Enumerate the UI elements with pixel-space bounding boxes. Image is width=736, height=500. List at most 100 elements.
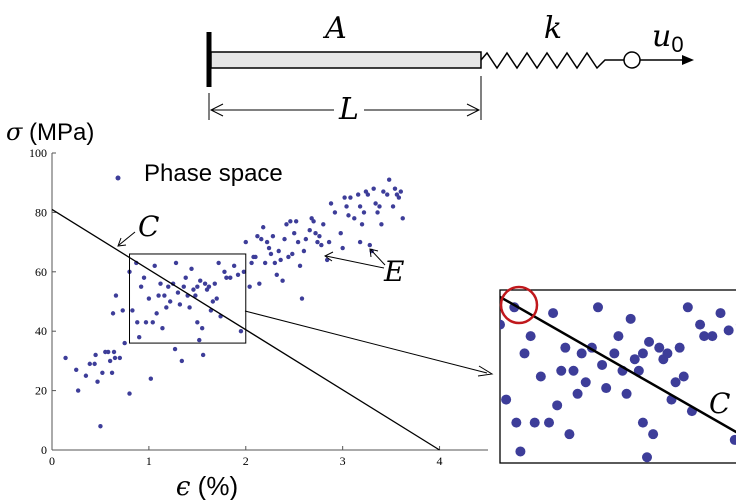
data-point bbox=[164, 305, 169, 310]
inset-data-point bbox=[609, 348, 620, 359]
data-point bbox=[166, 284, 171, 289]
data-point bbox=[83, 373, 89, 378]
inset-data-point bbox=[556, 365, 567, 376]
data-point bbox=[241, 269, 247, 274]
y-axis-label: σ (MPa) bbox=[6, 118, 94, 146]
inset-points bbox=[500, 302, 736, 463]
data-point bbox=[224, 275, 229, 280]
data-point bbox=[301, 248, 307, 254]
data-point bbox=[313, 230, 318, 236]
elastic-bar bbox=[210, 51, 482, 69]
data-point bbox=[160, 326, 165, 331]
data-point bbox=[100, 370, 105, 375]
data-point bbox=[274, 272, 279, 277]
data-point bbox=[120, 308, 125, 313]
data-point bbox=[340, 245, 345, 251]
inset-constraint-label: C bbox=[709, 387, 730, 420]
data-point bbox=[154, 311, 159, 316]
x-tick-label: 0 bbox=[49, 454, 55, 468]
data-point bbox=[377, 204, 382, 209]
inset-data-point bbox=[535, 371, 546, 382]
data-point bbox=[338, 230, 343, 236]
data-point bbox=[222, 269, 227, 274]
area-label: A bbox=[322, 11, 347, 46]
data-point bbox=[332, 210, 338, 215]
data-point bbox=[280, 278, 285, 283]
data-point bbox=[193, 293, 198, 298]
data-point bbox=[183, 275, 188, 280]
data-point bbox=[319, 242, 324, 248]
length-label-background bbox=[334, 96, 364, 124]
data-point bbox=[290, 251, 295, 257]
data-point bbox=[122, 340, 127, 346]
data-point bbox=[87, 361, 92, 367]
data-point bbox=[210, 299, 216, 304]
data-point bbox=[259, 236, 264, 242]
data-point bbox=[272, 260, 278, 266]
data-point bbox=[195, 284, 200, 289]
inset-data-point bbox=[642, 452, 652, 463]
data-point bbox=[293, 219, 299, 224]
data-point bbox=[317, 233, 322, 239]
data-point bbox=[138, 284, 144, 289]
inset-data-point bbox=[572, 388, 583, 399]
data-point bbox=[352, 216, 357, 221]
e-pointer-line-1 bbox=[325, 255, 385, 269]
inset-data-point bbox=[500, 319, 505, 330]
inset-data-point bbox=[678, 371, 689, 382]
data-point bbox=[357, 239, 363, 245]
data-point bbox=[235, 272, 241, 277]
stiffness-label: k bbox=[544, 11, 562, 46]
inset-data-point bbox=[682, 302, 693, 313]
data-point bbox=[315, 239, 320, 245]
data-point bbox=[228, 275, 233, 280]
displacement-arrowhead-icon bbox=[682, 55, 694, 65]
inset-data-point bbox=[560, 342, 571, 353]
zoom-window-rect bbox=[129, 253, 247, 344]
x-tick-label: 3 bbox=[340, 454, 346, 468]
data-point bbox=[112, 355, 118, 361]
x-tick-label: 1 bbox=[146, 454, 152, 468]
inset-data-point bbox=[511, 417, 522, 428]
inset-data-point bbox=[613, 331, 624, 342]
displacement-subscript: 0 bbox=[671, 32, 683, 57]
data-point bbox=[243, 239, 248, 245]
length-arrow-left-icon bbox=[209, 103, 224, 117]
y-tick-label: 40 bbox=[35, 324, 47, 338]
inset-data-point bbox=[625, 313, 636, 324]
data-point bbox=[75, 388, 81, 393]
data-point bbox=[264, 239, 270, 245]
inset-data-point bbox=[621, 388, 632, 399]
length-label: L bbox=[338, 92, 359, 127]
data-point bbox=[168, 299, 173, 304]
legend-marker bbox=[115, 175, 121, 181]
data-point bbox=[212, 281, 217, 286]
inset-data-point bbox=[729, 434, 736, 445]
data-point bbox=[328, 201, 334, 206]
data-point bbox=[392, 186, 398, 191]
data-point bbox=[200, 352, 206, 358]
data-point bbox=[398, 189, 403, 194]
inset-data-point bbox=[593, 302, 603, 313]
inset-data-point bbox=[644, 336, 655, 347]
data-point bbox=[130, 308, 135, 313]
constraint-pointer-arrowhead-icon bbox=[117, 237, 127, 247]
data-point bbox=[206, 284, 212, 289]
y-tick-label: 60 bbox=[35, 265, 47, 279]
data-point bbox=[326, 239, 332, 245]
data-point bbox=[162, 293, 167, 298]
zoom-connector-arrowhead-icon bbox=[477, 365, 494, 377]
data-point bbox=[299, 296, 305, 301]
data-point bbox=[148, 376, 154, 381]
data-point bbox=[321, 222, 326, 227]
x-axis-label: ϵ (%) bbox=[176, 471, 238, 500]
data-point bbox=[110, 311, 116, 316]
inset-data-point bbox=[597, 359, 608, 370]
data-point bbox=[216, 260, 221, 266]
y-tick-label: 80 bbox=[35, 205, 47, 219]
data-point bbox=[109, 370, 115, 375]
data-point bbox=[187, 305, 192, 310]
data-point bbox=[390, 204, 396, 209]
